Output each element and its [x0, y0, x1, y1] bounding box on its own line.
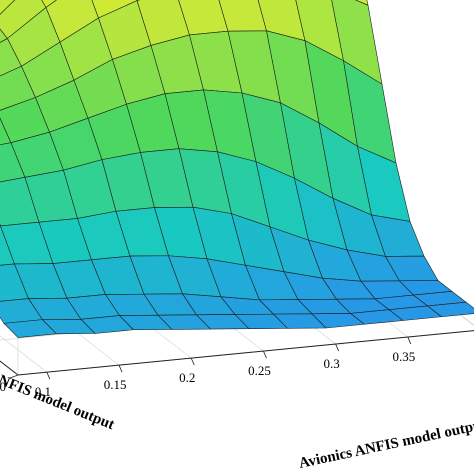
y-tick-label: 0: [0, 379, 6, 394]
x-tick-label: 0.3: [324, 356, 340, 371]
x-tick-mark: [263, 350, 267, 359]
x-tick-label: 0.1: [35, 384, 51, 399]
x-tick-mark: [118, 364, 123, 373]
x-tick-label: 0.15: [104, 377, 127, 392]
x-tick-mark: [335, 343, 339, 352]
x-tick-mark: [190, 357, 195, 366]
x-tick-label: 0.2: [179, 370, 195, 385]
x-tick-mark: [407, 336, 412, 345]
tick-labels: 0.10.150.20.250.30.3500.0050.010.0150.02: [0, 336, 415, 399]
x-axis-title: Avionics ANFIS model output: [298, 417, 474, 472]
surface-patch: [427, 301, 474, 318]
surface-mesh: [0, 0, 474, 338]
surface-patch: [41, 0, 57, 8]
x-tick-label: 0.35: [392, 349, 415, 364]
y-tick-mark: [9, 374, 19, 379]
x-tick-label: 0.25: [248, 363, 271, 378]
x-tick-mark: [46, 372, 51, 380]
